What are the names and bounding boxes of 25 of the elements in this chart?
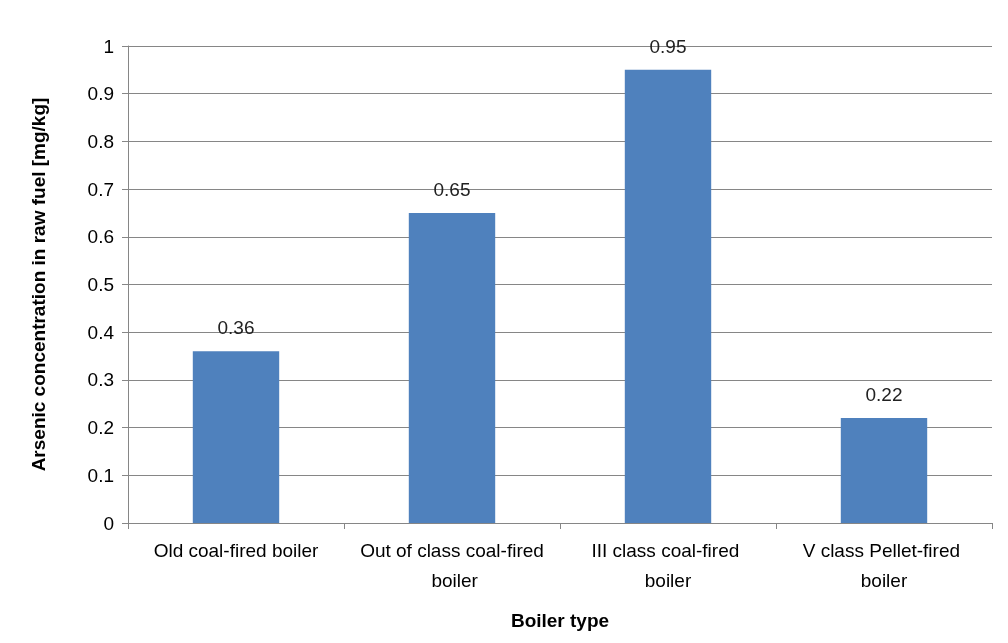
x-tick-label: III class coal-fired boiler: [591, 539, 745, 591]
x-tick-label: V class Pellet-fired boiler: [802, 539, 966, 591]
y-tick-label: 0.2: [87, 417, 114, 439]
bar: [840, 418, 928, 523]
bar: [192, 351, 280, 523]
x-tick-label: Out of class coal-fired boiler: [360, 539, 544, 591]
y-tick-label: 0.9: [87, 83, 114, 105]
y-tick-label: 0: [103, 512, 114, 534]
x-tick-label: Old coal-fired boiler: [153, 539, 320, 561]
y-tick-label: 1: [103, 35, 114, 57]
y-axis-title: Arsenic concentration in raw fuel [mg/kg]: [28, 97, 49, 472]
y-tick-label: 0.3: [87, 369, 114, 391]
y-tick-label: 0.8: [87, 130, 114, 152]
y-tick-label: 0.6: [87, 226, 114, 248]
bar: [624, 69, 712, 523]
y-tick-label: 0.5: [87, 274, 114, 295]
data-label: 0.36: [217, 317, 255, 339]
y-tick-label: 0.7: [87, 178, 114, 200]
data-label: 0.22: [865, 384, 903, 406]
data-label: 0.95: [649, 35, 687, 57]
data-label: 0.65: [433, 178, 471, 200]
x-axis-title: Boiler type: [510, 610, 610, 631]
y-tick-label: 0.1: [87, 464, 114, 486]
bar: [408, 212, 496, 523]
y-tick-label: 0.4: [87, 321, 115, 343]
